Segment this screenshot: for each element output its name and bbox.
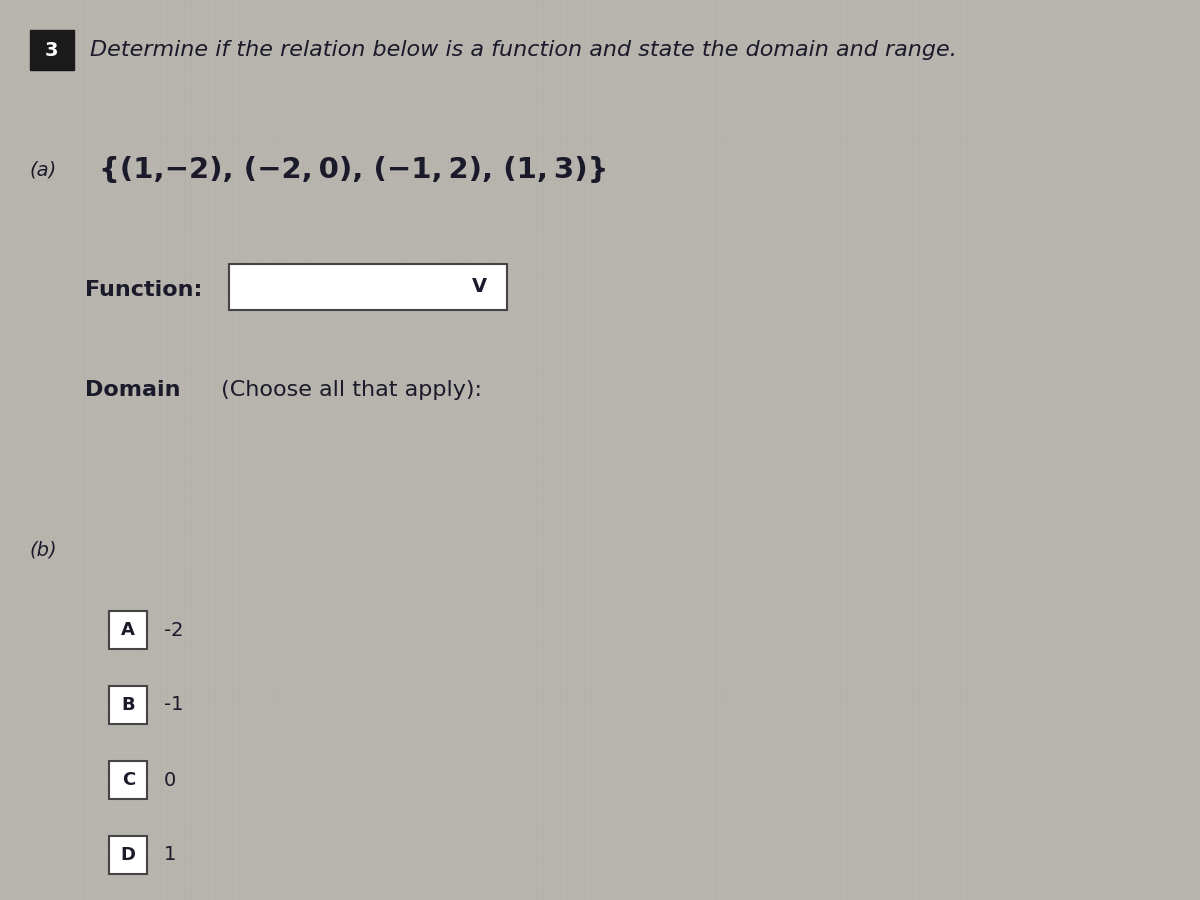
FancyBboxPatch shape <box>109 836 148 874</box>
Text: {(1,−2), (−2, 0), (−1, 2), (1, 3)}: {(1,−2), (−2, 0), (−1, 2), (1, 3)} <box>100 156 608 184</box>
Text: (a): (a) <box>30 160 58 179</box>
Text: C: C <box>121 771 134 789</box>
Text: 1: 1 <box>164 845 176 865</box>
FancyBboxPatch shape <box>229 264 508 310</box>
Text: Domain: Domain <box>84 380 180 400</box>
Text: 0: 0 <box>164 770 176 789</box>
Text: Function:: Function: <box>84 280 202 300</box>
Text: -2: -2 <box>164 620 184 640</box>
FancyBboxPatch shape <box>30 30 73 70</box>
Text: (b): (b) <box>30 541 58 560</box>
FancyBboxPatch shape <box>109 761 148 799</box>
Text: D: D <box>121 846 136 864</box>
Text: 3: 3 <box>44 40 59 59</box>
FancyBboxPatch shape <box>109 611 148 649</box>
Text: V: V <box>472 277 487 296</box>
Text: Determine if the relation below is a function and state the domain and range.: Determine if the relation below is a fun… <box>90 40 956 60</box>
Text: (Choose all that apply):: (Choose all that apply): <box>214 380 482 400</box>
Text: B: B <box>121 696 136 714</box>
Text: A: A <box>121 621 136 639</box>
Text: -1: -1 <box>164 696 184 715</box>
FancyBboxPatch shape <box>109 686 148 724</box>
